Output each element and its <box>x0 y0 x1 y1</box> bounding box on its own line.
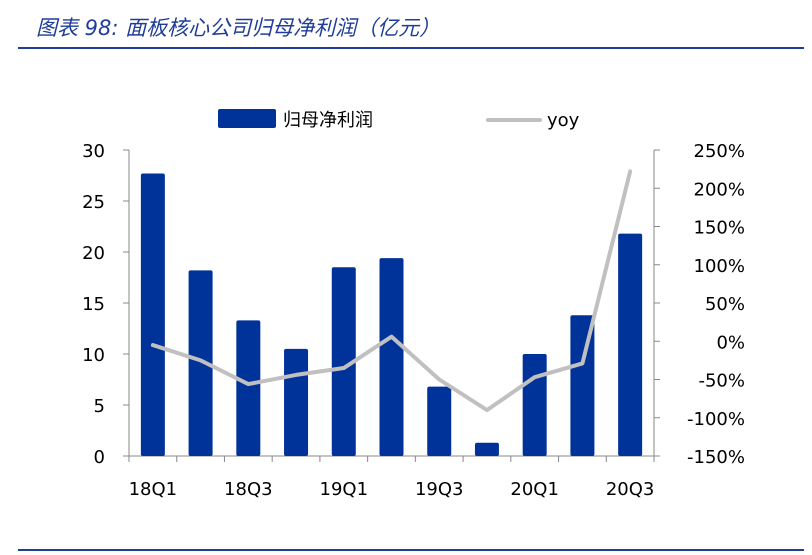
legend-swatch-bar <box>218 109 276 128</box>
bar-19Q2 <box>379 258 404 456</box>
x-axis-tick-label: 19Q1 <box>320 479 369 500</box>
bar-18Q3 <box>236 320 261 456</box>
right-axis-tick-label: 0% <box>716 332 745 353</box>
chart-legend: 归母净利润 yoy <box>218 109 580 131</box>
bar-20Q2 <box>570 315 595 456</box>
left-axis-tick-label: 5 <box>94 396 105 417</box>
right-axis-tick-label: 50% <box>705 294 745 315</box>
right-axis-tick-label: 150% <box>694 218 745 239</box>
right-axis-tick-label: 250% <box>694 141 745 162</box>
left-axis-tick-label: 20 <box>82 243 105 264</box>
x-axis-tick-label: 19Q3 <box>415 479 464 500</box>
x-axis-tick-label: 18Q3 <box>224 479 273 500</box>
yoy-point-19Q3 <box>438 379 440 380</box>
bar-19Q4 <box>474 442 499 456</box>
right-axis-tick-label: -100% <box>687 409 745 430</box>
tick-labels: 0 5 10 15 20 25 30 -150% -100% -50% 0% 50% 100% 150% 2… <box>82 141 745 500</box>
legend-label-bar: 归母净利润 <box>283 110 373 131</box>
yoy-point-20Q2 <box>581 362 583 364</box>
yoy-point-20Q3 <box>629 170 631 172</box>
right-axis-tick-label: -150% <box>687 447 745 468</box>
left-axis-tick-label: 0 <box>94 447 105 468</box>
yoy-point-19Q1 <box>343 367 345 369</box>
right-axis-tick-label: 200% <box>694 179 745 200</box>
yoy-point-19Q4 <box>486 409 488 411</box>
bar-18Q4 <box>284 348 309 456</box>
yoy-point-18Q1 <box>152 344 154 346</box>
yoy-point-19Q2 <box>391 336 392 338</box>
left-axis-tick-label: 10 <box>82 345 105 366</box>
right-axis-tick-label: -50% <box>698 371 745 392</box>
yoy-point-18Q3 <box>247 383 249 385</box>
bar-18Q1 <box>140 173 165 456</box>
legend-label-line: yoy <box>547 110 580 131</box>
yoy-point-18Q4 <box>295 374 297 376</box>
left-axis-tick-label: 25 <box>82 192 105 213</box>
left-axis-tick-label: 30 <box>82 141 105 162</box>
yoy-point-18Q2 <box>200 359 202 361</box>
yoy-point-20Q1 <box>534 376 536 378</box>
left-axis-tick-label: 15 <box>82 294 105 315</box>
bar-19Q1 <box>331 267 356 456</box>
figure-caption: 图表 98: 面板核心公司归母净利润（亿元） <box>36 16 441 40</box>
bar-19Q3 <box>427 386 452 456</box>
bar-20Q3 <box>618 233 643 456</box>
bar-20Q1 <box>522 354 547 456</box>
x-axis-tick-label: 20Q3 <box>606 479 655 500</box>
right-axis-tick-label: 100% <box>694 256 745 277</box>
bar-series <box>140 173 643 456</box>
x-axis-tick-label: 20Q1 <box>510 479 559 500</box>
line-series <box>150 169 633 413</box>
x-axis-tick-label: 18Q1 <box>129 479 178 500</box>
bottom-rule <box>18 549 804 551</box>
top-rule <box>18 47 804 49</box>
bar-18Q2 <box>188 270 213 456</box>
